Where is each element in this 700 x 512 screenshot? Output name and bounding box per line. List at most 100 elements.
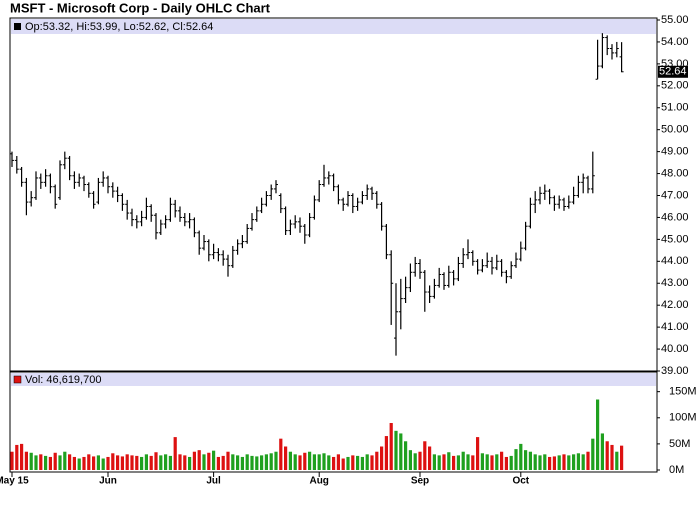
volume-bar: [111, 453, 115, 470]
volume-bar: [519, 443, 523, 470]
volume-bar: [490, 455, 494, 470]
volume-bar: [413, 453, 417, 470]
y-tick-label: 50.00: [661, 124, 689, 136]
volume-bar: [260, 455, 264, 470]
volume-bar: [356, 455, 360, 470]
last-price-label: 52.64: [659, 66, 687, 78]
volume-bar: [82, 456, 86, 470]
volume-bar: [552, 456, 556, 470]
volume-bar: [557, 455, 561, 470]
volume-bar: [336, 454, 340, 470]
volume-bar: [404, 441, 408, 470]
x-tick-label: Oct: [512, 476, 529, 487]
volume-bar: [279, 438, 283, 470]
volume-bar: [514, 449, 518, 470]
volume-bar: [423, 441, 427, 470]
volume-bar: [524, 450, 528, 470]
volume-bar: [197, 450, 201, 470]
volume-bar: [327, 455, 331, 470]
volume-bar: [48, 456, 52, 470]
volume-bar: [168, 455, 172, 470]
volume-bar: [39, 454, 43, 470]
volume-bar: [591, 438, 595, 470]
volume-bar: [370, 455, 374, 470]
volume-bar: [106, 456, 110, 470]
volume-bar: [485, 454, 489, 470]
volume-bar: [389, 423, 393, 470]
volume-bar: [154, 452, 158, 470]
y-tick-label: 52.00: [661, 80, 689, 92]
volume-bar: [495, 454, 499, 470]
volume-bar: [476, 437, 480, 470]
volume-bar: [437, 455, 441, 470]
volume-bar: [188, 456, 192, 470]
volume-bar: [452, 455, 456, 470]
y-tick-label: 55.00: [661, 14, 689, 26]
chart-title: MSFT - Microsoft Corp - Daily OHLC Chart: [10, 0, 271, 15]
y-tick-label: 100M: [669, 412, 697, 424]
volume-legend-swatch: [13, 375, 22, 384]
volume-bar: [317, 454, 321, 470]
volume-bar: [548, 456, 552, 470]
y-tick-label: 42.00: [661, 299, 689, 311]
volume-bar: [610, 444, 614, 470]
volume-bar: [380, 446, 384, 470]
volume-bar: [10, 451, 14, 470]
volume-bar: [288, 451, 292, 470]
volume-bar: [72, 456, 76, 470]
volume-bar: [293, 454, 297, 470]
volume-bar: [538, 455, 542, 470]
x-tick-label: Jul: [206, 476, 221, 487]
volume-bar: [447, 452, 451, 470]
volume-bar: [15, 444, 19, 470]
volume-bar: [96, 455, 100, 470]
volume-bar: [264, 454, 268, 470]
volume-bar: [543, 454, 547, 470]
volume-bar: [269, 453, 273, 470]
volume-bar: [375, 451, 379, 470]
volume-bar: [116, 455, 120, 470]
volume-bar: [178, 454, 182, 470]
volume-panel: [9, 371, 658, 473]
volume-bar: [68, 454, 72, 470]
volume-bar: [351, 455, 355, 470]
volume-bar: [360, 456, 364, 470]
volume-bar: [418, 451, 422, 470]
volume-bar: [140, 456, 144, 470]
price-legend: Op:53.32, Hi:53.99, Lo:52.62, Cl:52.64: [25, 21, 213, 33]
volume-bar: [87, 454, 91, 470]
volume-bar: [332, 456, 336, 470]
volume-bar: [461, 451, 465, 470]
volume-bar: [192, 451, 196, 470]
volume-bar: [274, 451, 278, 470]
volume-bar: [63, 451, 67, 470]
volume-bar: [500, 451, 504, 470]
volume-bar: [399, 433, 403, 470]
y-tick-label: 43.00: [661, 277, 689, 289]
volume-legend: Vol: 46,619,700: [25, 374, 101, 386]
volume-bar: [480, 453, 484, 470]
volume-bar: [236, 455, 240, 470]
volume-bar: [183, 455, 187, 470]
volume-bar: [346, 456, 350, 470]
x-tick-label: May 15: [0, 476, 29, 487]
volume-bar: [504, 456, 508, 470]
volume-bar: [231, 454, 235, 470]
y-tick-label: 50M: [669, 438, 690, 450]
volume-bar: [207, 452, 211, 470]
volume-bar: [284, 446, 288, 470]
volume-bar: [442, 454, 446, 470]
volume-bar: [341, 458, 345, 470]
volume-bar: [255, 456, 259, 470]
volume-bar: [581, 454, 585, 470]
volume-bar: [29, 452, 33, 470]
volume-bar: [615, 451, 619, 470]
volume-bar: [24, 451, 28, 470]
volume-bar: [120, 456, 124, 470]
volume-bar: [221, 455, 225, 470]
price-panel: [9, 17, 658, 372]
volume-bar: [562, 454, 566, 470]
volume-bar: [149, 455, 153, 470]
volume-bar: [528, 451, 532, 470]
